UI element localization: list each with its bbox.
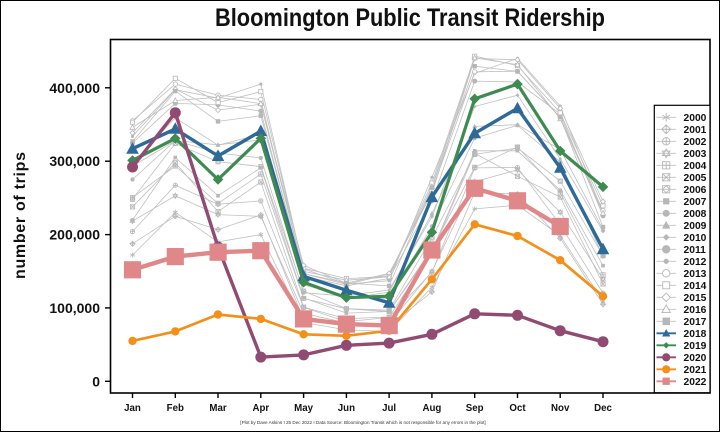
- svg-text:May: May: [294, 403, 313, 414]
- svg-text:[Plot by Dave Askins I 25 Dec: [Plot by Dave Askins I 25 Dec 2022 I Dat…: [240, 420, 485, 425]
- svg-text:2008: 2008: [684, 209, 707, 220]
- svg-text:2012: 2012: [684, 257, 707, 268]
- svg-text:0: 0: [92, 373, 100, 389]
- svg-text:2020: 2020: [684, 353, 707, 364]
- svg-text:Jun: Jun: [338, 403, 355, 414]
- svg-text:Mar: Mar: [209, 403, 226, 414]
- svg-text:2018: 2018: [684, 329, 707, 340]
- svg-text:2014: 2014: [684, 281, 707, 292]
- svg-text:Nov: Nov: [551, 403, 570, 414]
- svg-text:2003: 2003: [684, 149, 707, 160]
- svg-text:100,000: 100,000: [49, 300, 100, 316]
- svg-text:Dec: Dec: [594, 403, 612, 414]
- svg-text:Sep: Sep: [466, 403, 484, 414]
- svg-text:number of trips: number of trips: [12, 152, 29, 279]
- svg-text:2019: 2019: [684, 341, 707, 352]
- svg-text:Bloomington Public Transit Rid: Bloomington Public Transit Ridership: [215, 4, 605, 32]
- svg-text:Apr: Apr: [252, 403, 269, 414]
- svg-text:2017: 2017: [684, 317, 707, 328]
- svg-text:Oct: Oct: [509, 403, 526, 414]
- svg-text:300,000: 300,000: [49, 153, 100, 169]
- svg-text:2001: 2001: [684, 125, 707, 136]
- svg-text:2015: 2015: [684, 293, 707, 304]
- svg-text:400,000: 400,000: [49, 80, 100, 96]
- svg-text:2006: 2006: [684, 185, 707, 196]
- svg-text:2016: 2016: [684, 305, 707, 316]
- svg-text:2004: 2004: [684, 161, 707, 172]
- svg-text:2011: 2011: [684, 245, 707, 256]
- svg-text:Jul: Jul: [382, 403, 396, 414]
- svg-text:Jan: Jan: [124, 403, 141, 414]
- svg-text:2021: 2021: [684, 365, 707, 376]
- svg-text:2005: 2005: [684, 173, 707, 184]
- svg-text:Aug: Aug: [422, 403, 441, 414]
- svg-text:2007: 2007: [684, 197, 707, 208]
- svg-text:2002: 2002: [684, 137, 707, 148]
- svg-text:Feb: Feb: [167, 403, 184, 414]
- svg-text:2010: 2010: [684, 233, 707, 244]
- svg-text:2000: 2000: [684, 113, 707, 124]
- svg-text:2022: 2022: [684, 377, 707, 388]
- svg-text:2009: 2009: [684, 221, 707, 232]
- svg-text:200,000: 200,000: [49, 227, 100, 243]
- svg-text:2013: 2013: [684, 269, 707, 280]
